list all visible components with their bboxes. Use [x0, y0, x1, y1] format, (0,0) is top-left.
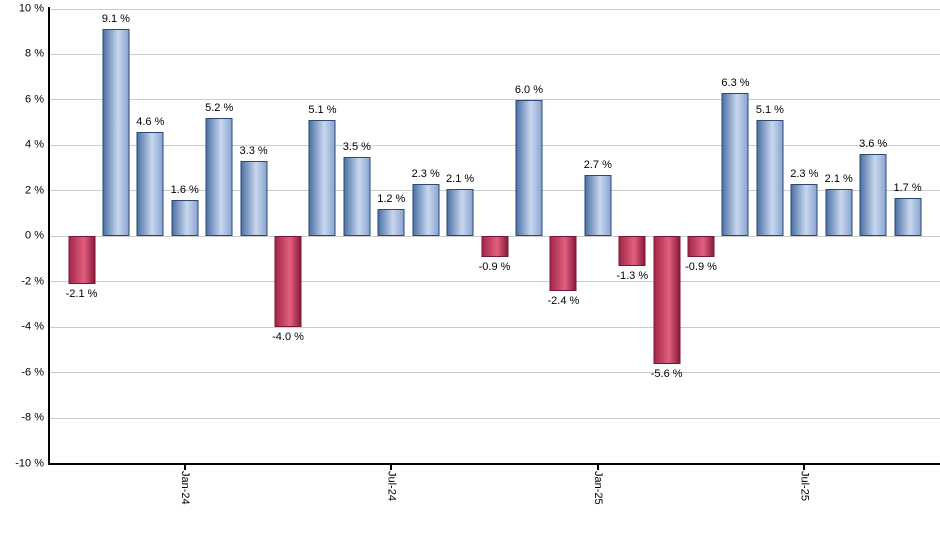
bar-positive [515, 99, 543, 237]
bar-positive [859, 154, 887, 237]
bar-positive [894, 197, 922, 237]
y-gridline [49, 326, 940, 328]
bar-value-label: -2.4 % [547, 294, 580, 307]
y-axis-tick-label: -2 % [21, 275, 44, 288]
bar-positive [756, 120, 784, 237]
bar-value-label: 1.6 % [170, 183, 199, 196]
bar-value-label: -0.9 % [478, 260, 511, 273]
bar-negative [687, 236, 715, 257]
bar-value-label: -0.9 % [685, 260, 717, 273]
bar-positive [825, 188, 853, 237]
x-axis-tick [596, 463, 599, 470]
bar-value-label: -2.1 % [65, 287, 98, 300]
x-axis-month-label: Jul-25 [798, 470, 811, 501]
bar-value-label: 2.1 % [824, 172, 853, 185]
y-axis-tick-label: 6 % [25, 93, 44, 106]
bar-positive [205, 118, 233, 237]
y-gridline [49, 8, 940, 10]
bar-value-label: -4.0 % [272, 331, 304, 344]
x-axis-month-label: Jan-24 [178, 470, 191, 505]
y-axis-tick-label: -4 % [21, 320, 44, 333]
bar-positive [446, 188, 474, 237]
y-gridline [49, 417, 940, 419]
bar-value-label: 3.6 % [859, 138, 888, 151]
bar-value-label: 4.6 % [136, 115, 165, 128]
bar-positive [377, 208, 405, 237]
bar-positive [171, 199, 199, 237]
bar-positive [721, 93, 749, 237]
bar-positive [102, 29, 130, 237]
y-gridline [49, 99, 940, 101]
y-axis-tick-label: 2 % [25, 184, 44, 197]
bar-value-label: 6.0 % [514, 83, 544, 96]
bar-positive [136, 131, 164, 237]
x-axis-tick [803, 463, 806, 470]
bar-positive [240, 161, 268, 237]
bar-negative [68, 236, 95, 284]
x-axis-tick [183, 463, 186, 470]
bar-value-label: 2.3 % [790, 167, 819, 180]
bar-value-label: 5.1 % [755, 104, 784, 117]
y-gridline [49, 144, 940, 146]
bar-value-label: 3.5 % [342, 140, 371, 153]
bar-value-label: 2.3 % [411, 167, 440, 180]
bar-positive [343, 156, 371, 237]
bar-negative [549, 236, 577, 291]
bar-value-label: 5.2 % [205, 102, 234, 115]
y-axis [48, 7, 50, 465]
bar-value-label: 1.2 % [377, 192, 406, 205]
bar-value-label: 2.1 % [446, 172, 475, 185]
bar-negative [618, 236, 646, 266]
y-axis-tick-label: -8 % [21, 411, 44, 424]
bar-value-label: 3.3 % [239, 145, 268, 158]
bar-value-label: -1.3 % [616, 269, 649, 282]
y-gridline [49, 53, 940, 55]
y-axis-tick-label: 8 % [25, 47, 44, 60]
y-gridline [49, 372, 940, 374]
bar-value-label: 5.1 % [308, 104, 337, 117]
bar-positive [790, 183, 818, 237]
x-axis-tick [390, 463, 393, 470]
y-axis-tick-label: -10 % [15, 457, 44, 469]
bar-negative [274, 236, 302, 328]
bar-value-label: -5.6 % [650, 367, 683, 380]
y-axis-tick-label: 10 % [18, 2, 44, 15]
y-axis-tick-label: 4 % [25, 138, 44, 151]
y-axis-tick-label: 0 % [25, 229, 44, 242]
y-gridline [49, 281, 940, 283]
y-axis-tick-label: -6 % [21, 366, 44, 379]
bar-value-label: 9.1 % [101, 13, 130, 26]
y-gridline [49, 190, 940, 192]
x-axis [48, 462, 940, 465]
bar-positive [308, 120, 336, 237]
bar-value-label: 6.3 % [721, 77, 750, 90]
bar-positive [412, 183, 440, 237]
bar-value-label: 2.7 % [583, 158, 612, 171]
x-axis-month-label: Jan-25 [591, 470, 604, 505]
bar-negative [653, 236, 681, 364]
bar-value-label: 1.7 % [893, 181, 922, 194]
bar-positive [584, 174, 612, 237]
bar-negative [481, 236, 509, 257]
x-axis-month-label: Jul-24 [385, 470, 398, 501]
